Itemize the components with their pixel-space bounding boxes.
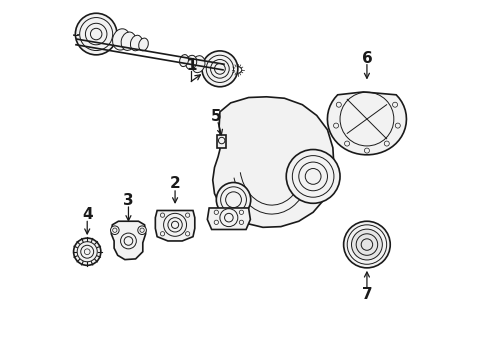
Circle shape — [75, 13, 117, 55]
Circle shape — [343, 221, 390, 268]
Ellipse shape — [180, 55, 189, 67]
Circle shape — [286, 149, 340, 203]
Polygon shape — [111, 221, 146, 260]
Circle shape — [74, 238, 101, 265]
Text: 7: 7 — [362, 287, 372, 302]
Ellipse shape — [130, 35, 142, 51]
Polygon shape — [327, 92, 407, 155]
Ellipse shape — [121, 32, 136, 50]
Polygon shape — [218, 135, 226, 148]
Circle shape — [138, 226, 147, 234]
Polygon shape — [207, 208, 250, 229]
Text: 4: 4 — [82, 207, 93, 222]
Ellipse shape — [139, 38, 148, 51]
Ellipse shape — [192, 56, 205, 73]
Ellipse shape — [186, 55, 196, 69]
Text: 6: 6 — [362, 51, 372, 66]
Text: 2: 2 — [170, 176, 180, 191]
Circle shape — [202, 51, 238, 87]
Circle shape — [111, 226, 119, 234]
Polygon shape — [213, 97, 334, 227]
Text: 1: 1 — [186, 58, 196, 73]
Circle shape — [351, 229, 382, 260]
Text: 3: 3 — [123, 193, 134, 208]
Circle shape — [216, 183, 251, 217]
Ellipse shape — [113, 29, 130, 50]
Text: 5: 5 — [211, 109, 221, 124]
Polygon shape — [155, 211, 195, 241]
